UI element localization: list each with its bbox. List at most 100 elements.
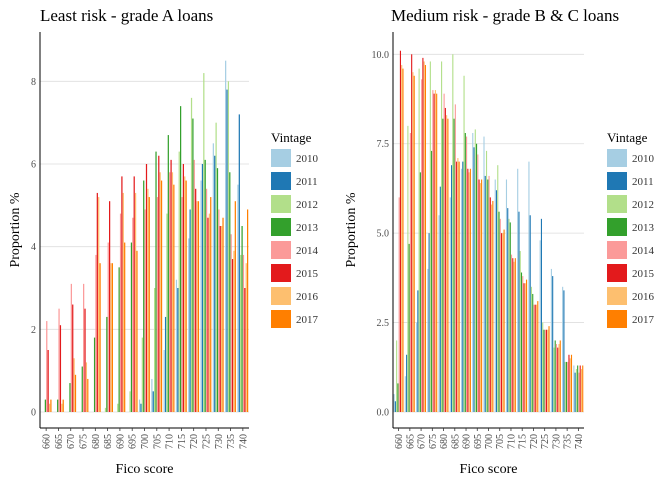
legend-label: 2012 bbox=[296, 199, 318, 211]
bar-660-2013 bbox=[397, 383, 399, 412]
bar-690-2011 bbox=[462, 161, 464, 412]
bar-685-2012 bbox=[104, 407, 107, 412]
bar-680-2015 bbox=[96, 192, 98, 412]
legend-swatch-2012 bbox=[271, 195, 291, 213]
bar-680-2013 bbox=[442, 118, 444, 412]
bar-725-2014 bbox=[205, 188, 208, 412]
bar-720-2011 bbox=[529, 215, 531, 412]
bar-700-2010 bbox=[138, 399, 141, 412]
bar-670-2013 bbox=[419, 172, 421, 412]
bar-690-2013 bbox=[464, 133, 466, 412]
bar-660-2014 bbox=[46, 321, 48, 412]
x-tick-label: 700 bbox=[140, 434, 151, 449]
bar-725-2012 bbox=[203, 73, 205, 413]
x-tick-label: 735 bbox=[226, 434, 237, 449]
bar-720-2011 bbox=[189, 209, 191, 412]
x-tick-label: 730 bbox=[551, 434, 562, 449]
legend-swatch-2017 bbox=[271, 310, 291, 328]
bar-665-2017 bbox=[413, 75, 415, 413]
bar-740-2013 bbox=[241, 226, 243, 412]
bar-700-2012 bbox=[485, 150, 488, 412]
x-tick-label: 695 bbox=[128, 434, 139, 449]
bar-705-2017 bbox=[160, 180, 163, 412]
bar-695-2014 bbox=[477, 154, 479, 412]
bar-680-2014 bbox=[95, 254, 97, 412]
bar-720-2017 bbox=[197, 201, 200, 412]
bar-725-2015 bbox=[207, 217, 209, 412]
bar-690-2014 bbox=[119, 213, 122, 412]
bar-665-2013 bbox=[408, 243, 410, 412]
bar-670-2011 bbox=[417, 290, 419, 412]
bar-715-2011 bbox=[518, 211, 520, 412]
bar-660-2015 bbox=[399, 50, 401, 412]
bar-720-2015 bbox=[534, 304, 536, 412]
bar-735-2010 bbox=[225, 60, 227, 413]
bar-675-2012 bbox=[429, 61, 431, 412]
x-tick-label: 685 bbox=[450, 434, 461, 449]
bar-715-2013 bbox=[520, 272, 523, 412]
bar-700-2014 bbox=[144, 209, 146, 412]
bar-690-2014 bbox=[466, 136, 468, 413]
legend-swatch-2011 bbox=[271, 172, 291, 190]
x-tick-label: 700 bbox=[484, 434, 495, 449]
bar-670-2017 bbox=[424, 65, 426, 413]
bar-725-2016 bbox=[547, 329, 549, 412]
bar-740-2012 bbox=[240, 254, 242, 412]
bar-675-2011 bbox=[428, 233, 430, 412]
bar-700-2015 bbox=[489, 197, 491, 412]
bar-710-2013 bbox=[509, 222, 511, 412]
bar-670-2013 bbox=[69, 383, 71, 412]
bar-700-2012 bbox=[141, 337, 143, 412]
x-tick-label: 720 bbox=[529, 434, 540, 449]
bar-700-2017 bbox=[492, 200, 494, 412]
y-tick-label: 0.0 bbox=[377, 408, 390, 419]
bar-700-2015 bbox=[145, 164, 148, 412]
legend-swatch-2016 bbox=[607, 287, 627, 305]
x-tick-label: 715 bbox=[518, 434, 529, 449]
legend-swatch-2017 bbox=[607, 310, 627, 328]
bar-665-2011 bbox=[406, 354, 408, 412]
bar-730-2014 bbox=[555, 344, 558, 412]
bar-740-2011 bbox=[574, 372, 576, 412]
bar-710-2016 bbox=[513, 261, 515, 412]
bar-725-2017 bbox=[210, 197, 212, 412]
bar-730-2013 bbox=[216, 168, 219, 412]
bar-670-2014 bbox=[70, 283, 72, 412]
bar-730-2013 bbox=[554, 340, 556, 412]
bar-740-2016 bbox=[580, 369, 583, 412]
legend-title: Vintage bbox=[607, 130, 648, 145]
bar-735-2014 bbox=[567, 361, 569, 412]
x-axis-title: Fico score bbox=[460, 462, 518, 477]
legend-swatch-2013 bbox=[607, 218, 627, 236]
legend-label: 2014 bbox=[632, 245, 655, 257]
bar-685-2017 bbox=[458, 161, 460, 412]
bar-680-2017 bbox=[447, 118, 449, 412]
bar-735-2012 bbox=[564, 361, 566, 412]
bar-715-2017 bbox=[185, 180, 187, 412]
bar-660-2015 bbox=[47, 350, 49, 412]
bar-740-2011 bbox=[238, 114, 240, 413]
bar-705-2013 bbox=[155, 151, 157, 412]
bar-715-2010 bbox=[175, 279, 178, 412]
bar-675-2014 bbox=[432, 90, 434, 413]
bar-720-2016 bbox=[535, 304, 538, 412]
bar-705-2013 bbox=[498, 211, 500, 412]
bar-725-2010 bbox=[200, 180, 202, 412]
y-axis-title: Proportion % bbox=[8, 192, 23, 267]
bar-685-2015 bbox=[456, 161, 458, 412]
bar-675-2015 bbox=[433, 93, 435, 413]
bar-700-2011 bbox=[140, 403, 142, 412]
bar-710-2014 bbox=[169, 172, 171, 412]
x-tick-label: 710 bbox=[506, 434, 517, 449]
legend-label: 2015 bbox=[296, 268, 319, 280]
x-tick-label: 680 bbox=[91, 434, 102, 449]
bar-675-2017 bbox=[87, 378, 89, 412]
bar-685-2013 bbox=[106, 316, 108, 412]
legend-swatch-2012 bbox=[607, 195, 627, 213]
bar-670-2016 bbox=[73, 358, 75, 412]
bar-725-2011 bbox=[540, 218, 542, 412]
bar-740-2013 bbox=[577, 365, 579, 412]
bar-710-2011 bbox=[164, 316, 167, 412]
bar-675-2013 bbox=[81, 366, 83, 412]
